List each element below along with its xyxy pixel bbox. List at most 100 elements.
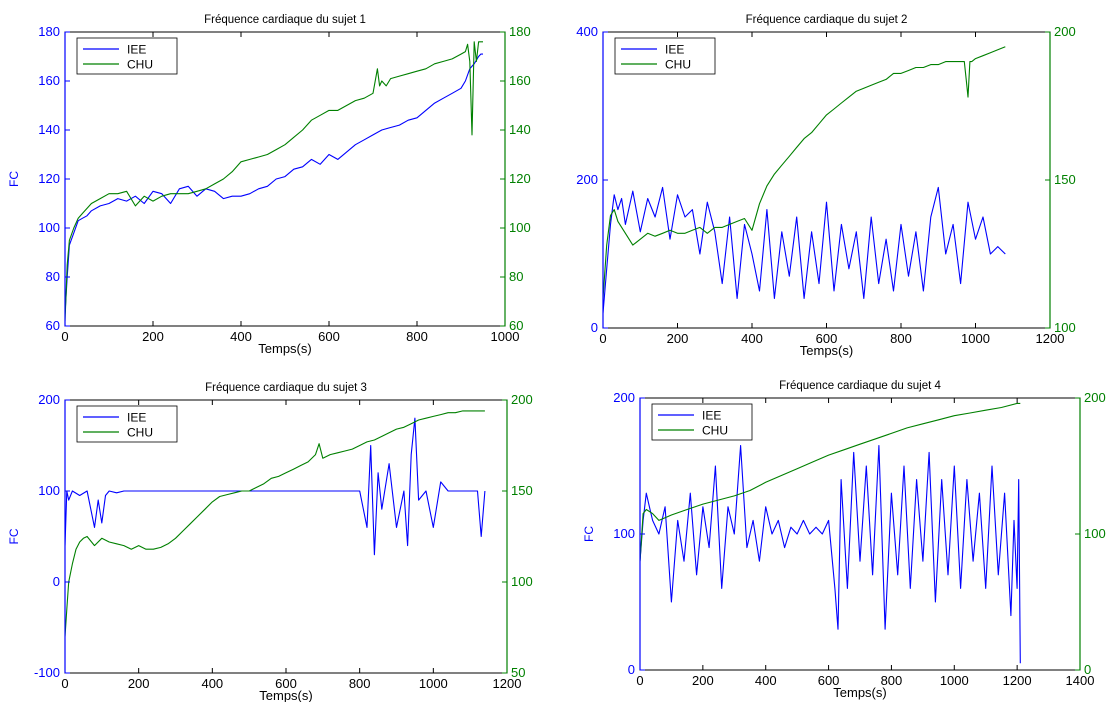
x-tick-label: 600: [816, 331, 838, 346]
y-right-tick-label: 200: [1084, 390, 1106, 405]
legend-label-iee: IEE: [127, 411, 146, 425]
chart-title: Fréquence cardiaque du sujet 1: [204, 14, 366, 26]
y-left-tick-label: 100: [38, 220, 60, 235]
x-axis-label: Temps(s): [258, 341, 311, 356]
y-right-tick-label: 140: [509, 122, 531, 137]
series-line-chu: [640, 402, 1021, 562]
x-axis-label: Temps(s): [259, 688, 312, 702]
legend-label-chu: CHU: [127, 426, 153, 440]
legend-label-iee: IEE: [702, 409, 721, 423]
y-left-tick-label: 100: [38, 483, 60, 498]
y-right-tick-label: 200: [511, 392, 533, 407]
legend-label-iee: IEE: [127, 43, 146, 57]
x-tick-label: 400: [230, 329, 252, 344]
y-left-tick-label: 200: [613, 390, 635, 405]
x-tick-label: 1000: [491, 329, 520, 344]
y-right-tick-label: 100: [511, 574, 533, 589]
legend-box: [614, 37, 716, 75]
y-axis-label: FC: [7, 528, 21, 544]
y-left-tick-label: 0: [591, 320, 598, 335]
x-tick-label: 200: [692, 673, 714, 688]
y-left-tick-label: 200: [38, 392, 60, 407]
y-left-tick-label: 180: [38, 24, 60, 39]
y-left-tick-label: -100: [34, 665, 60, 680]
chart-title: Fréquence cardiaque du sujet 2: [746, 14, 908, 26]
y-right-tick-label: 120: [509, 171, 531, 186]
x-tick-label: 0: [61, 676, 68, 691]
y-left-tick-label: 160: [38, 73, 60, 88]
x-tick-label: 0: [599, 331, 606, 346]
series-group: [640, 402, 1021, 664]
x-tick-label: 400: [755, 673, 777, 688]
x-tick-label: 600: [818, 673, 840, 688]
y-right-tick-label: 100: [1084, 526, 1106, 541]
plot-area: [64, 31, 506, 327]
y-right-tick-label: 160: [509, 73, 531, 88]
x-tick-label: 1000: [961, 331, 990, 346]
y-right-tick-label: 200: [1054, 24, 1076, 39]
series-line-iee: [603, 186, 1006, 314]
x-tick-label: 200: [667, 331, 689, 346]
x-tick-label: 0: [636, 673, 643, 688]
chart-panel-1: 0 200 400 600 800 100060801001201401601806080…: [7, 14, 531, 356]
series-group: [65, 41, 483, 322]
x-tick-label: 600: [318, 329, 340, 344]
plot-area: [64, 399, 508, 674]
y-axis-label: FC: [7, 171, 21, 187]
series-group: [603, 46, 1006, 314]
x-tick-label: 1000: [419, 676, 448, 691]
y-left-tick-label: 140: [38, 122, 60, 137]
y-right-tick-label: 80: [509, 269, 523, 284]
y-axis-label: FC: [582, 526, 596, 542]
x-tick-label: 800: [890, 331, 912, 346]
y-left-tick-label: 0: [628, 662, 635, 677]
x-tick-label: 1000: [940, 673, 969, 688]
series-line-chu: [65, 41, 483, 322]
x-tick-label: 400: [201, 676, 223, 691]
legend-box: [76, 405, 178, 443]
series-line-iee: [65, 417, 486, 556]
y-left-tick-label: 60: [46, 318, 60, 333]
chart-panel-2: 0 200 400 600 800 1000 1200 0 200 400 100 150 200 Fré…: [576, 14, 1075, 358]
y-right-tick-label: 60: [509, 318, 523, 333]
y-right-tick-label: 150: [1054, 172, 1076, 187]
x-tick-label: 600: [275, 676, 297, 691]
x-axis-label: Temps(s): [800, 343, 853, 358]
y-right-tick-label: 100: [1054, 320, 1076, 335]
y-right-tick-label: 0: [1084, 662, 1091, 677]
y-left-tick-label: 400: [576, 24, 598, 39]
x-tick-label: 800: [349, 676, 371, 691]
y-right-tick-label: 180: [509, 24, 531, 39]
chart-title: Fréquence cardiaque du sujet 3: [205, 382, 367, 394]
chart-title: Fréquence cardiaque du sujet 4: [779, 380, 941, 392]
series-group: [65, 410, 486, 637]
series-line-chu: [603, 46, 1006, 299]
plot-area: [602, 31, 1051, 329]
x-tick-label: 800: [881, 673, 903, 688]
legend-label-chu: CHU: [702, 424, 728, 438]
x-tick-label: 800: [406, 329, 428, 344]
legend-label-chu: CHU: [127, 58, 153, 72]
y-left-tick-label: 80: [46, 269, 60, 284]
x-axis-label: Temps(s): [833, 685, 886, 700]
x-tick-label: 200: [142, 329, 164, 344]
legend-label-chu: CHU: [665, 58, 691, 72]
x-tick-label: 1200: [493, 676, 522, 691]
series-line-iee: [65, 53, 483, 314]
x-tick-label: 1200: [1036, 331, 1065, 346]
y-right-tick-label: 100: [509, 220, 531, 235]
chart-panel-3: 0 200 400 600 800 1000 1200-100010020050100150…: [7, 382, 533, 702]
legend-box: [651, 403, 753, 441]
y-left-tick-label: 0: [53, 574, 60, 589]
legend-label-iee: IEE: [665, 43, 684, 57]
chart-panel-4: 0 200 400 600 800 1000 1200 140001002000100200F…: [582, 380, 1106, 700]
y-right-tick-label: 150: [511, 483, 533, 498]
x-tick-label: 1200: [1003, 673, 1032, 688]
x-tick-label: 400: [741, 331, 763, 346]
y-left-tick-label: 100: [613, 526, 635, 541]
